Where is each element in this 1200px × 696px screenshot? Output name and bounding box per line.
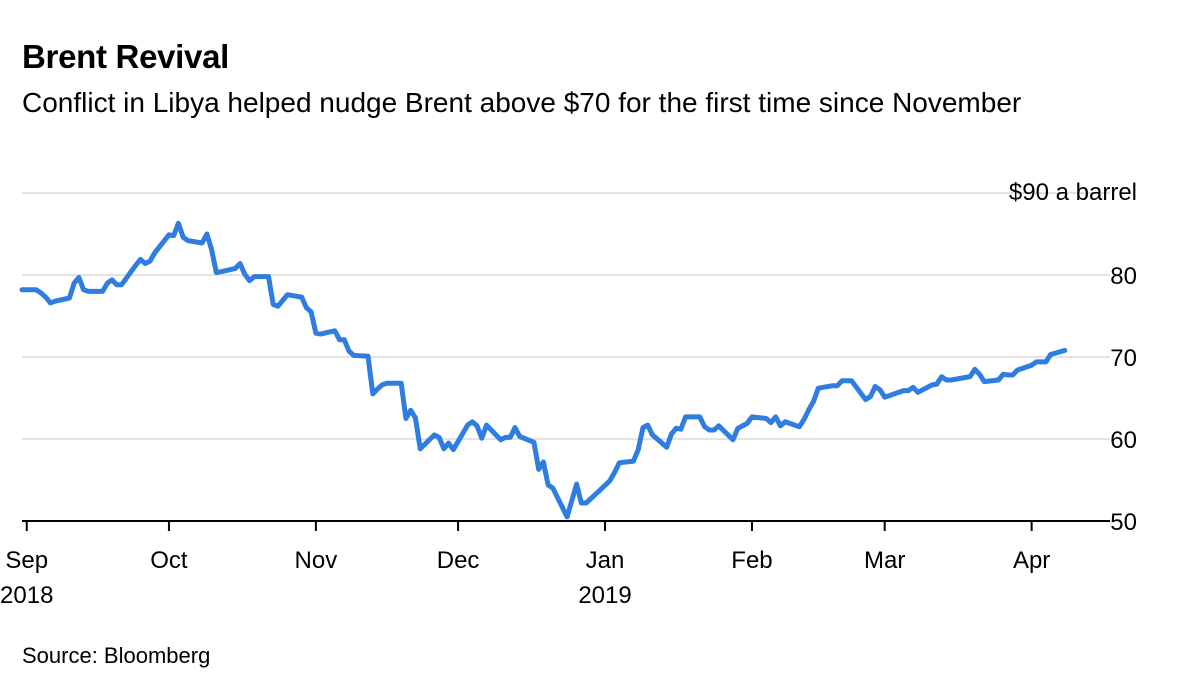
x-tick-label-apr: Apr [1013, 547, 1050, 574]
y-tick-label-60: 60 [1110, 427, 1137, 454]
x-tick-label-oct: Oct [150, 547, 188, 574]
y-tick-label-70: 70 [1110, 345, 1137, 372]
x-tick-label-mar: Mar [864, 547, 905, 574]
x-axis: Sep 2018 Oct Nov Dec Jan 2019 Feb Mar Apr [0, 520, 1110, 609]
y-tick-label-50: 50 [1110, 509, 1137, 536]
y-unit-label: $90 a barrel [1009, 179, 1137, 206]
x-tick-year-2019: 2019 [578, 582, 631, 609]
chart-title: Brent Revival [22, 38, 230, 75]
y-axis-ticks: 50 60 70 80 [1110, 263, 1137, 536]
x-tick-label-jan: Jan [586, 547, 625, 574]
y-tick-label-80: 80 [1110, 263, 1137, 290]
x-tick-label-nov: Nov [295, 547, 338, 574]
series-layer [19, 220, 1068, 520]
gridlines [22, 192, 1110, 440]
x-tick-year-2018: 2018 [0, 582, 53, 609]
x-tick-label-dec: Dec [437, 547, 480, 574]
x-tick-label-sep: Sep [5, 547, 48, 574]
series-line-brent [19, 220, 1068, 520]
chart-subtitle: Conflict in Libya helped nudge Brent abo… [22, 87, 1022, 118]
x-tick-label-feb: Feb [731, 547, 772, 574]
source-note: Source: Bloomberg [22, 643, 211, 668]
